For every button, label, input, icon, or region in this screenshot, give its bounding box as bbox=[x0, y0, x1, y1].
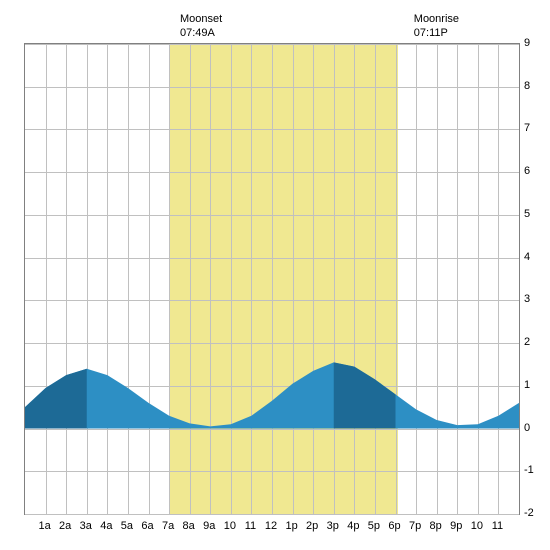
y-tick-label: 9 bbox=[524, 37, 530, 49]
x-tick-label: 11 bbox=[492, 520, 503, 532]
y-tick-label: -2 bbox=[524, 507, 534, 519]
x-tick-label: 6a bbox=[141, 520, 153, 532]
x-tick-label: 6p bbox=[388, 520, 400, 532]
tide-svg bbox=[25, 44, 519, 514]
x-tick-label: 10 bbox=[224, 520, 236, 532]
plot-area bbox=[24, 43, 520, 515]
x-tick-label: 1p bbox=[285, 520, 297, 532]
y-tick-label: 5 bbox=[524, 208, 530, 220]
y-tick-label: 1 bbox=[524, 379, 530, 391]
x-tick-label: 4a bbox=[100, 520, 112, 532]
tide-area-light bbox=[25, 362, 519, 428]
grid-line-h bbox=[25, 514, 519, 515]
y-tick-label: 2 bbox=[524, 336, 530, 348]
tide-area-dark bbox=[334, 362, 396, 428]
x-tick-label: 10 bbox=[471, 520, 483, 532]
y-tick-label: 7 bbox=[524, 122, 530, 134]
x-tick-label: 3p bbox=[327, 520, 339, 532]
x-tick-label: 9p bbox=[450, 520, 462, 532]
y-tick-label: -1 bbox=[524, 464, 534, 476]
y-tick-label: 3 bbox=[524, 293, 530, 305]
x-tick-label: 2p bbox=[306, 520, 318, 532]
x-tick-label: 12 bbox=[265, 520, 277, 532]
x-tick-label: 2a bbox=[59, 520, 71, 532]
y-tick-label: 8 bbox=[524, 80, 530, 92]
x-tick-label: 3a bbox=[80, 520, 92, 532]
moonrise-label-title: Moonrise bbox=[414, 13, 459, 25]
y-tick-label: 4 bbox=[524, 251, 530, 263]
x-tick-label: 4p bbox=[347, 520, 359, 532]
x-tick-label: 8a bbox=[183, 520, 195, 532]
moonset-label: Moonset 07:49A bbox=[180, 12, 222, 41]
moonrise-label: Moonrise 07:11P bbox=[414, 12, 459, 41]
tide-chart: 1a2a3a4a5a6a7a8a9a1011121p2p3p4p5p6p7p8p… bbox=[10, 10, 540, 540]
x-tick-label: 9a bbox=[203, 520, 215, 532]
moonset-label-time: 07:49A bbox=[180, 27, 215, 39]
x-tick-label: 7p bbox=[409, 520, 421, 532]
moonset-label-title: Moonset bbox=[180, 13, 222, 25]
y-tick-label: 0 bbox=[524, 422, 530, 434]
y-tick-label: 6 bbox=[524, 165, 530, 177]
x-tick-label: 5p bbox=[368, 520, 380, 532]
moonrise-label-time: 07:11P bbox=[414, 27, 448, 39]
x-tick-label: 7a bbox=[162, 520, 174, 532]
tide-area-dark bbox=[25, 369, 87, 429]
x-tick-label: 8p bbox=[430, 520, 442, 532]
x-tick-label: 11 bbox=[245, 520, 256, 532]
x-tick-label: 5a bbox=[121, 520, 133, 532]
x-tick-label: 1a bbox=[38, 520, 50, 532]
